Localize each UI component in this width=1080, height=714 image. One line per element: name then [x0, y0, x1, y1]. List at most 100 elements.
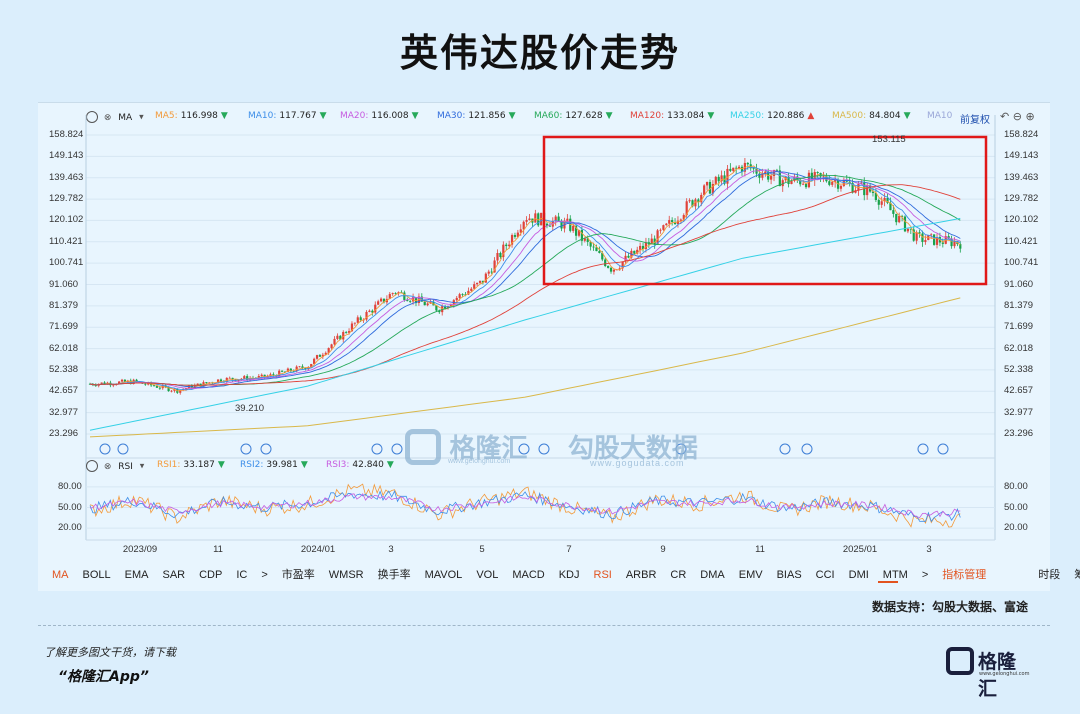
watermark-url: www.gelonghui.com: [448, 458, 511, 465]
rsi-tick-label: 80.00: [58, 480, 82, 492]
x-tick-label: 3: [388, 544, 394, 555]
rsi-legend-value: 33.187: [183, 460, 215, 470]
ma-legend-label: MA120:: [630, 111, 665, 121]
tab-underline: [878, 581, 898, 583]
tab-item[interactable]: >: [921, 569, 929, 581]
tab-item[interactable]: CDP: [199, 569, 223, 581]
page-title: 英伟达股价走势: [399, 31, 680, 75]
y-tick-label: 23.296: [1004, 428, 1034, 439]
close-icon[interactable]: ⊗: [103, 461, 112, 472]
tab-item[interactable]: KDJ: [558, 569, 580, 581]
tab-item[interactable]: ARBR: [625, 569, 657, 581]
ma-legend-arrow: ▼: [319, 111, 327, 121]
adjust-button[interactable]: 前复权: [960, 115, 990, 126]
y-tick-label: 52.338: [1004, 363, 1034, 375]
x-tick-label: 2024/01: [300, 544, 336, 555]
tab-item[interactable]: BIAS: [776, 569, 802, 581]
tab-item[interactable]: 市盈率: [281, 569, 315, 581]
indicator-tabs: MA BOLL EMA SAR CDP IC > 市盈率 WMSR 换手率 MAVOL VOL MACD…: [52, 566, 1080, 582]
logo-icon: [946, 647, 974, 675]
tab-item[interactable]: 指标管理: [942, 569, 987, 581]
rsi-legend-item: RSI3: 42.840 ▼: [326, 460, 394, 470]
ma-legend-value: 116.008: [371, 111, 409, 121]
tab-item[interactable]: >: [261, 569, 268, 581]
y-tick-label: 110.421: [1004, 235, 1038, 247]
ma-legend-item: MA20: 116.008 ▼: [340, 111, 419, 121]
y-tick-label: 139.463: [49, 171, 84, 183]
rsi-legend-label: RSI3:: [326, 460, 350, 470]
tab-item[interactable]: CCI: [815, 569, 835, 581]
ma-legend-arrow: ▼: [903, 111, 911, 121]
y-tick-label: 71.699: [1004, 321, 1034, 333]
tab-item[interactable]: WMSR: [328, 569, 364, 581]
rsi-legend-value: 42.840: [352, 460, 384, 470]
logo-url: www.gelonghui.com: [979, 671, 1030, 677]
ma-legend-label: MA10: [927, 111, 953, 121]
y-tick-label: 149.143: [1004, 150, 1039, 162]
ma-legend-item: MA10: 117.767 ▼: [248, 111, 327, 121]
y-tick-label: 129.782: [49, 193, 84, 205]
undo-icon[interactable]: ↶: [1000, 110, 1010, 123]
y-tick-label: 120.102: [1004, 214, 1039, 226]
footer-app-name: “格隆汇App”: [58, 669, 149, 685]
rsi-legend-item: RSI1: 33.187 ▼: [157, 460, 225, 470]
x-tick-label: 2023/09: [122, 544, 158, 555]
settings-icon[interactable]: [86, 111, 98, 123]
close-icon[interactable]: ⊗: [103, 112, 112, 123]
y-tick-label: 32.977: [1004, 406, 1034, 418]
rsi-indicator-name[interactable]: RSI: [118, 461, 133, 472]
watermark-brand: 格隆汇: [449, 433, 528, 463]
y-tick-label: 81.379: [49, 299, 79, 311]
watermark-brand2: 勾股大数据: [567, 433, 698, 463]
y-tick-label: 81.379: [1004, 299, 1034, 311]
tab-item[interactable]: BOLL: [82, 569, 111, 581]
y-tick-label: 42.657: [49, 385, 79, 397]
ma-legend-value: 84.804: [869, 111, 901, 121]
indicator-name[interactable]: MA: [118, 112, 133, 123]
rsi-tick-label: 50.00: [58, 501, 82, 513]
zoom-out-icon[interactable]: ⊖: [1012, 110, 1022, 123]
tab-item[interactable]: MA: [52, 569, 69, 581]
chart-tools: ↶ ⊖ ⊕: [1000, 110, 1035, 123]
y-tick-label: 100.741: [1004, 257, 1039, 269]
brand-logo: 格隆汇 www.gelonghui.com: [946, 645, 1032, 700]
zoom-in-icon[interactable]: ⊕: [1025, 110, 1035, 123]
ma-legend-value: 116.998: [180, 111, 218, 121]
tab-item[interactable]: EMV: [738, 569, 763, 581]
chevron-down-icon[interactable]: ▾: [139, 461, 145, 472]
ma-legend-arrow: ▲: [807, 111, 815, 121]
tab-item[interactable]: EMA: [124, 569, 149, 581]
rsi-tick-label: 50.00: [1004, 501, 1028, 513]
tab-item[interactable]: MTM: [882, 569, 908, 581]
rsi-legend-arrow: ▼: [217, 460, 225, 470]
rsi-legend-label: RSI1:: [157, 460, 181, 470]
tab-item[interactable]: VOL: [476, 569, 499, 581]
ma-legend-label: MA10:: [248, 111, 277, 121]
tab-item[interactable]: SAR: [162, 569, 186, 581]
tab-item[interactable]: 时段: [1038, 569, 1061, 581]
rsi-tick-label: 20.00: [1004, 522, 1028, 534]
tab-item[interactable]: RSI: [593, 569, 612, 581]
tab-item[interactable]: IC: [236, 569, 248, 581]
tab-item[interactable]: DMI: [848, 569, 869, 581]
tab-item[interactable]: MACD: [512, 569, 545, 581]
ma-legend-label: MA500:: [832, 111, 867, 121]
ma-legend-label: MA20:: [340, 111, 369, 121]
tab-item[interactable]: MAVOL: [424, 569, 463, 581]
chevron-down-icon[interactable]: ▾: [139, 112, 144, 123]
rsi-legend-value: 39.981: [266, 460, 298, 470]
ma-legend-item: MA500: 84.804 ▼: [832, 111, 911, 121]
tab-item[interactable]: 换手率: [377, 569, 411, 581]
settings-icon[interactable]: [86, 460, 98, 472]
rsi-tick-label: 20.00: [58, 522, 82, 534]
tab-item[interactable]: DMA: [700, 569, 725, 581]
y-tick-label: 32.977: [49, 406, 79, 418]
y-tick-label: 62.018: [49, 342, 79, 354]
ma-legend-arrow: ▼: [220, 111, 228, 121]
tab-item[interactable]: CR: [670, 569, 687, 581]
tab-item[interactable]: 筹码: [1074, 569, 1080, 581]
ma-legend-label: MA5:: [155, 111, 178, 121]
ma-legend-label: MA60:: [534, 111, 563, 121]
y-tick-label: 110.421: [49, 235, 83, 247]
y-tick-label: 158.824: [49, 129, 84, 140]
